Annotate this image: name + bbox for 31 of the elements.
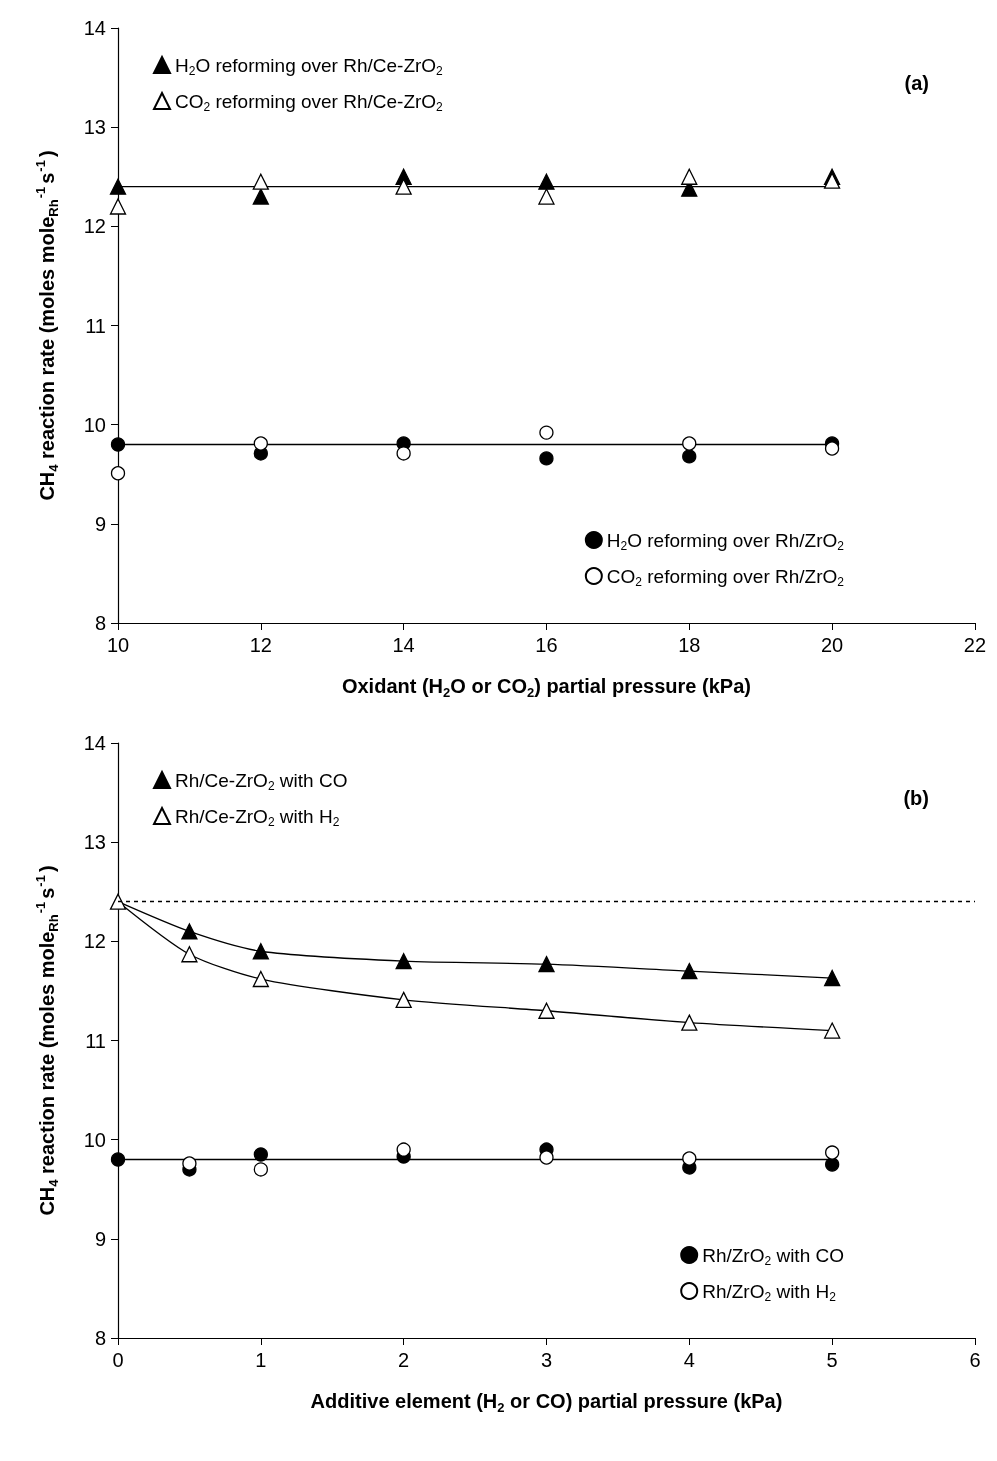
x-tick-label: 1 — [255, 1349, 267, 1371]
x-tick-label: 4 — [683, 1349, 695, 1371]
x-tick-label: 20 — [820, 634, 844, 656]
x-tick-label: 6 — [969, 1349, 981, 1371]
x-tick-label: 3 — [540, 1349, 553, 1371]
y-axis-title: CH4 reaction rate (moles moleRh-1s-1) — [33, 150, 61, 501]
y-tick-label: 12 — [83, 930, 106, 953]
x-tick-label: 2 — [398, 1349, 410, 1371]
y-tick-label: 14 — [83, 17, 106, 39]
annotation: (b) — [903, 787, 930, 809]
y-tick-label: 11 — [85, 314, 106, 337]
y-tick-label: 12 — [83, 215, 106, 238]
x-tick-label: 16 — [535, 634, 558, 656]
annotation: (a) — [904, 72, 930, 94]
x-tick-label: 0 — [112, 1349, 124, 1371]
y-axis-title: CH4 reaction rate (moles moleRh-1s-1) — [33, 865, 61, 1216]
x-tick-label: 18 — [678, 634, 701, 656]
y-tick-label: 11 — [85, 1029, 106, 1052]
y-tick-label: 9 — [94, 1227, 106, 1250]
y-tick-label: 13 — [83, 116, 106, 139]
y-tick-label: 10 — [83, 413, 106, 436]
y-tick-label: 14 — [83, 732, 106, 754]
x-tick-label: 22 — [963, 634, 986, 656]
x-tick-label: 5 — [826, 1349, 838, 1371]
y-tick-label: 9 — [94, 512, 106, 535]
x-tick-label: 12 — [249, 634, 272, 656]
x-tick-label: 14 — [392, 634, 415, 656]
y-tick-label: 13 — [83, 831, 106, 854]
y-tick-label: 10 — [83, 1128, 106, 1151]
y-tick-label: 8 — [94, 1327, 106, 1349]
y-tick-label: 8 — [94, 612, 106, 634]
